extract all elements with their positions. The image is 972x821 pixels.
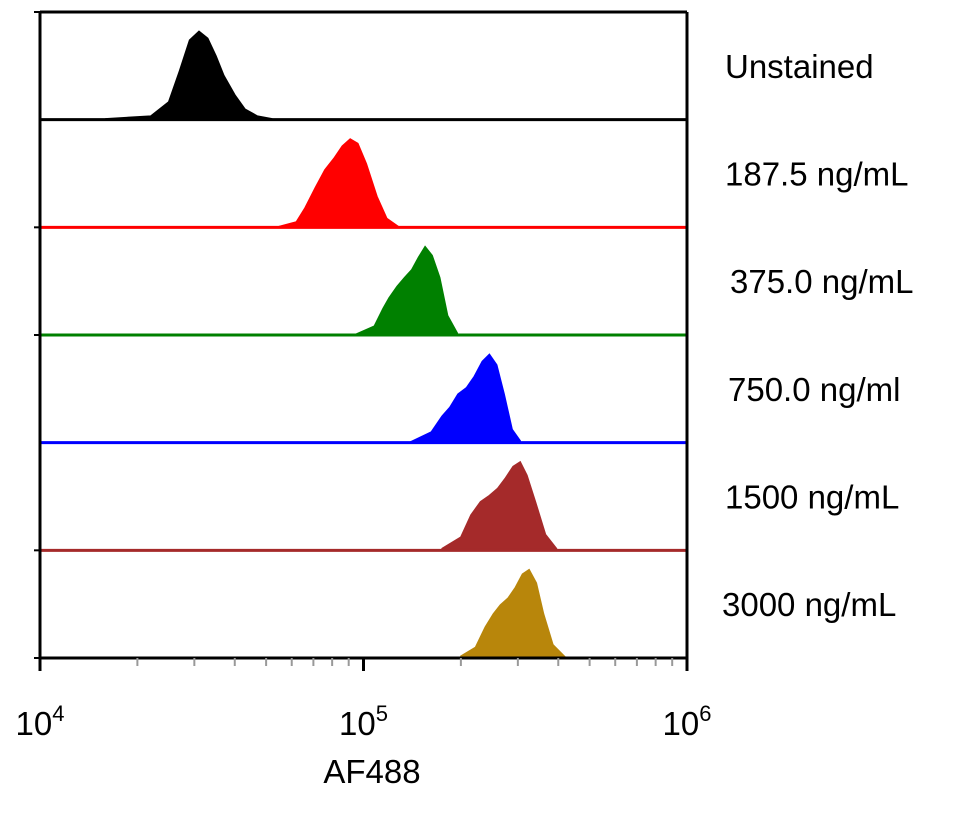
series-label-3000-ng-ml: 3000 ng/mL (722, 586, 896, 623)
x-tick-label: 106 (663, 701, 712, 742)
series-label-1500-ng-ml: 1500 ng/mL (725, 479, 899, 516)
x-tick-label: 105 (339, 701, 388, 742)
histogram-3000-ng-ml (460, 568, 566, 659)
series-label-750-0-ng-ml: 750.0 ng/ml (728, 371, 900, 408)
series-label-187-5-ng-ml: 187.5 ng/mL (725, 156, 908, 193)
plot-frame (34, 10, 689, 659)
series-label-375-0-ng-ml: 375.0 ng/mL (730, 263, 913, 300)
x-axis: 104 105 106 (16, 656, 712, 742)
x-tick-label: 104 (16, 701, 65, 742)
histogram-1500-ng-ml (441, 460, 558, 552)
x-axis-label: AF488 (323, 753, 420, 790)
histogram-panels (40, 30, 687, 660)
series-label-unstained: Unstained (725, 48, 874, 85)
histogram-187-5-ng-ml (278, 138, 399, 229)
histogram-375-0-ng-ml (355, 245, 459, 336)
histogram-unstained (105, 30, 273, 121)
histogram-750-0-ng-ml (410, 353, 521, 444)
series-labels: Unstained 187.5 ng/mL 375.0 ng/mL 750.0 ng/… (722, 48, 913, 623)
